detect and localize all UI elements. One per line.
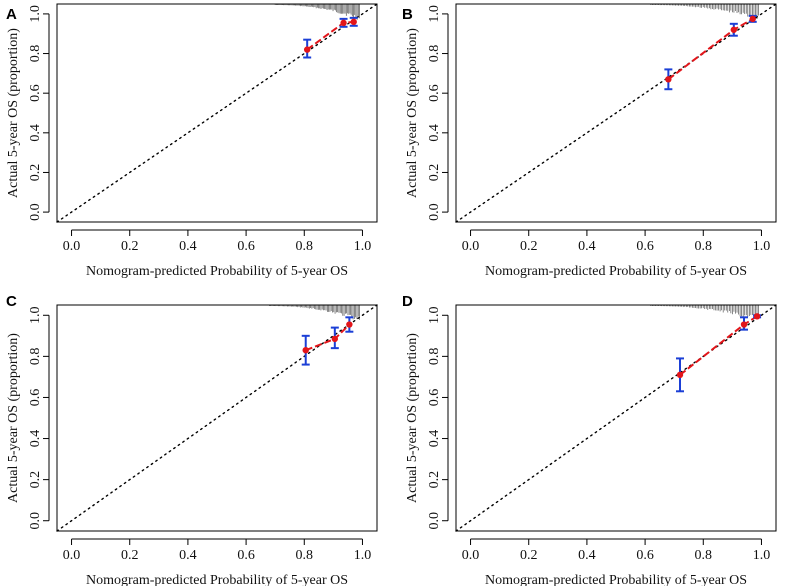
x-tick-label: 1.0	[354, 548, 372, 563]
x-tick-label: 0.8	[296, 548, 314, 563]
y-tick-label: 0.0	[28, 203, 43, 221]
y-tick-label: 0.4	[427, 124, 442, 142]
y-tick-label: 0.2	[28, 471, 43, 489]
x-tick-label: 0.4	[578, 239, 596, 254]
y-tick-label: 0.8	[28, 348, 43, 366]
x-tick-label: 0.6	[237, 239, 255, 254]
x-tick-label: 0.2	[520, 239, 538, 254]
y-tick-label: 0.4	[427, 430, 442, 448]
y-tick-label: 0.6	[427, 389, 442, 407]
y-axis-title: Actual 5-year OS (proportion)	[405, 28, 420, 198]
rug-ticks	[650, 305, 759, 320]
calibration-curve	[305, 323, 351, 352]
y-axis-title: Actual 5-year OS (proportion)	[6, 28, 21, 198]
x-axis-title: Nomogram-predicted Probability of 5-year…	[86, 264, 348, 279]
panel-letter: A	[6, 6, 17, 23]
y-axis-title: Actual 5-year OS (proportion)	[6, 333, 21, 503]
x-tick-label: 0.0	[462, 239, 480, 254]
panel-letter: B	[402, 6, 413, 23]
ideal-reference-line	[56, 3, 378, 223]
x-tick-label: 1.0	[753, 239, 771, 254]
y-tick-label: 1.0	[28, 307, 43, 325]
x-tick-label: 0.4	[578, 548, 596, 563]
data-point	[740, 321, 748, 328]
y-tick-label: 0.2	[28, 164, 43, 182]
ideal-reference-line	[455, 3, 777, 223]
data-point	[302, 347, 309, 354]
plot-frame	[56, 3, 378, 223]
x-axis-title: Nomogram-predicted Probability of 5-year…	[485, 573, 747, 586]
y-tick-label: 0.6	[28, 389, 43, 407]
y-tick-label: 0.0	[28, 512, 43, 530]
x-tick-label: 0.6	[636, 239, 654, 254]
panel-b: B 0.0 0.2 0.4 0.6 0.8 1.0 0.0 0.2 0.4 0.6 0.8 1.0 Nom…	[402, 3, 777, 279]
x-tick-label: 0.0	[462, 548, 480, 563]
data-point	[665, 76, 672, 83]
y-tick-label: 1.0	[28, 5, 43, 23]
data-point	[749, 15, 756, 23]
x-tick-label: 1.0	[354, 239, 372, 254]
y-tick-label: 0.6	[427, 84, 442, 102]
y-tick-label: 1.0	[427, 5, 442, 23]
x-tick-label: 0.4	[179, 239, 197, 254]
x-tick-label: 0.0	[63, 239, 81, 254]
y-tick-label: 0.0	[427, 203, 442, 221]
x-tick-label: 0.4	[179, 548, 197, 563]
y-axis-title: Actual 5-year OS (proportion)	[405, 333, 420, 503]
x-tick-label: 0.8	[695, 548, 713, 563]
y-tick-label: 0.8	[28, 45, 43, 63]
x-axis-title: Nomogram-predicted Probability of 5-year…	[86, 573, 348, 586]
x-tick-label: 0.0	[63, 548, 81, 563]
rug-ticks	[650, 4, 759, 19]
rug-ticks	[274, 4, 360, 20]
ideal-reference-line	[455, 304, 777, 532]
data-point	[340, 19, 347, 27]
x-tick-label: 0.6	[237, 548, 255, 563]
panel-c: C 0.0 0.2 0.4 0.6 0.8 1.0 0.0 0.2 0.4 0.6 0.8 1.0 Nom…	[6, 293, 378, 586]
y-tick-label: 0.8	[427, 45, 442, 63]
data-point	[346, 321, 353, 328]
data-point	[331, 335, 339, 343]
y-tick-label: 0.4	[28, 124, 43, 142]
x-tick-label: 0.2	[121, 548, 139, 563]
y-tick-label: 0.4	[28, 430, 43, 448]
data-point	[303, 46, 311, 53]
panel-letter: C	[6, 293, 17, 310]
x-tick-label: 0.2	[520, 548, 538, 563]
x-tick-label: 1.0	[753, 548, 771, 563]
plot-frame	[455, 304, 777, 532]
data-point	[753, 313, 761, 320]
y-tick-label: 0.8	[427, 348, 442, 366]
x-tick-label: 0.2	[121, 239, 139, 254]
y-tick-label: 0.2	[427, 471, 442, 489]
y-tick-label: 1.0	[427, 307, 442, 325]
x-axis-title: Nomogram-predicted Probability of 5-year…	[485, 264, 747, 279]
data-point	[350, 18, 357, 26]
x-tick-label: 0.8	[695, 239, 713, 254]
y-tick-label: 0.6	[28, 84, 43, 102]
ideal-reference-line	[56, 304, 378, 532]
x-tick-label: 0.6	[636, 548, 654, 563]
plot-frame	[455, 3, 777, 223]
panel-a: A 0.0 0.2 0.4 0.6 0.8 1.0 0.0 0.2 0.4 0.6 0.8 1.0 Nom…	[6, 3, 378, 279]
data-point	[730, 26, 738, 33]
panel-letter: D	[402, 293, 413, 310]
panel-d: D 0.0 0.2 0.4 0.6 0.8 1.0 0.0 0.2 0.4 0.6 0.8 1.0 Nom…	[402, 293, 777, 586]
y-tick-label: 0.0	[427, 512, 442, 530]
plot-frame	[56, 304, 378, 532]
data-point	[676, 371, 684, 379]
y-tick-label: 0.2	[427, 164, 442, 182]
x-tick-label: 0.8	[296, 239, 314, 254]
